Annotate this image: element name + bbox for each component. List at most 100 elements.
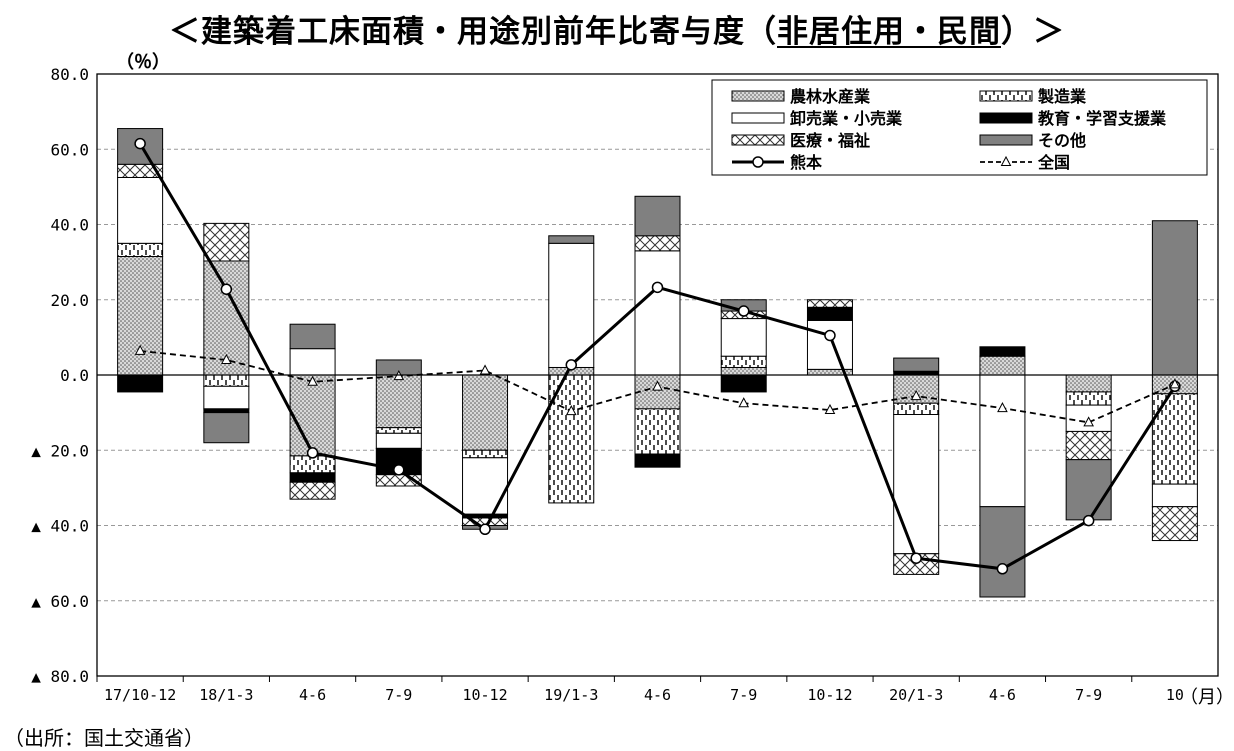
- legend-label-agri: 農林水産業: [790, 87, 871, 106]
- x-tick-label: 17/10-12: [104, 686, 176, 704]
- marker-national: [221, 353, 232, 364]
- bar-segment-wholesale: [117, 176, 164, 244]
- legend-label-kumamoto: 熊本: [790, 153, 822, 172]
- bar-segment-wholesale: [375, 432, 422, 449]
- x-tick-label: 20/1-3: [889, 686, 943, 704]
- bar-segment-other: [289, 323, 336, 350]
- y-tick-label: ▲ 20.0: [31, 441, 89, 460]
- marker-kumamoto: [824, 329, 836, 342]
- legend-label-wholesale: 卸売業・小売業: [790, 109, 903, 128]
- legend-label-other: その他: [1038, 131, 1086, 150]
- y-unit-label: （％）: [116, 52, 170, 73]
- bar-segment-manufacturing: [720, 355, 767, 368]
- y-tick-label: 0.0: [60, 366, 89, 385]
- title-suffix: ）＞: [1001, 14, 1065, 50]
- bar-segment-wholesale: [979, 374, 1026, 508]
- bar-segment-agri: [375, 374, 422, 429]
- bar-segment-manufacturing: [117, 242, 164, 257]
- x-tick-label: 7-9: [1075, 686, 1102, 704]
- bar-segment-agri: [462, 374, 509, 451]
- bar-segment-wholesale: [720, 318, 767, 357]
- bar-segment-education: [117, 374, 164, 393]
- y-tick-label: 80.0: [50, 65, 89, 84]
- bar-segment-medical: [203, 222, 250, 262]
- bar-segment-education: [634, 453, 681, 468]
- title-prefix: ＜建築着工床面積・用途別前年比寄与度（: [169, 14, 777, 50]
- bar-segment-manufacturing: [634, 408, 681, 455]
- bar-segment-wholesale: [203, 385, 250, 410]
- x-tick-label: 4-6: [299, 686, 326, 704]
- bar-layer: [117, 128, 1198, 598]
- bar-segment-other: [548, 235, 595, 244]
- bar-segment-manufacturing: [462, 449, 509, 459]
- bar-segment-wholesale: [634, 250, 681, 376]
- legend-swatch-other: [979, 134, 1033, 146]
- bar-segment-wholesale: [462, 457, 509, 515]
- chart-title: ＜建築着工床面積・用途別前年比寄与度（非居住用・民間）＞: [0, 6, 1234, 51]
- bar-segment-wholesale: [548, 242, 595, 368]
- bar-segment-other: [634, 195, 681, 237]
- x-tick-label: 10: [1166, 686, 1184, 704]
- bar-segment-other: [203, 412, 250, 444]
- legend-label-manufacturing: 製造業: [1037, 87, 1087, 106]
- marker-national: [565, 405, 577, 416]
- marker-kumamoto: [737, 305, 750, 317]
- bar-segment-agri: [289, 374, 336, 457]
- bar-segment-medical: [1065, 430, 1112, 461]
- marker-national: [997, 402, 1008, 413]
- bar-segment-education: [720, 374, 767, 393]
- x-tick-label: 10-12: [462, 686, 507, 704]
- marker-kumamoto: [479, 523, 491, 536]
- bar-segment-other: [1151, 220, 1198, 376]
- bar-segment-education: [203, 408, 250, 414]
- marker-kumamoto: [306, 447, 319, 459]
- marker-kumamoto: [134, 137, 146, 150]
- marker-national: [134, 344, 146, 355]
- legend-swatch-wholesale: [731, 112, 785, 124]
- x-tick-label: 7-9: [730, 686, 757, 704]
- bar-segment-medical: [289, 481, 336, 500]
- bar-segment-manufacturing: [1151, 393, 1198, 485]
- bar-segment-manufacturing: [203, 374, 250, 387]
- marker-national: [910, 390, 922, 401]
- legend-label-medical: 医療・福祉: [790, 131, 870, 150]
- axis-layer: 80.0 60.0 40.0 20.0 0.0 ▲ 20.0 ▲ 40.0 ▲ 60.0 ▲ 8…: [31, 65, 1219, 704]
- y-tick-label: 40.0: [50, 216, 89, 235]
- bar-segment-medical: [1151, 506, 1198, 542]
- bar-segment-other: [893, 357, 940, 372]
- marker-kumamoto: [220, 283, 233, 295]
- marker-kumamoto: [910, 552, 922, 564]
- marker-national: [652, 380, 663, 391]
- marker-national: [479, 364, 491, 375]
- marker-kumamoto: [1082, 514, 1095, 527]
- bar-segment-wholesale: [806, 319, 853, 370]
- y-tick-label: ▲ 80.0: [31, 667, 89, 686]
- legend-swatch-education: [979, 112, 1033, 124]
- marker-national: [307, 375, 318, 386]
- bar-segment-medical: [806, 299, 853, 308]
- marker-national: [738, 397, 750, 408]
- legend-label-education: 教育・学習支援業: [1038, 109, 1167, 128]
- bar-segment-manufacturing: [375, 427, 422, 434]
- x-tick-label: 18/1-3: [199, 686, 253, 704]
- bar-segment-other: [1065, 459, 1112, 521]
- bar-segment-education: [979, 346, 1026, 357]
- bar-segment-education: [806, 306, 853, 321]
- marker-kumamoto: [565, 359, 578, 371]
- bar-segment-wholesale: [1151, 483, 1198, 508]
- marker-national: [1083, 416, 1094, 427]
- bar-segment-other: [979, 506, 1026, 598]
- bar-segment-agri: [720, 366, 767, 376]
- title-underlined: 非居住用・民間: [777, 14, 1001, 50]
- x-tick-label: 19/1-3: [544, 686, 598, 704]
- legend-swatch-agri: [731, 90, 785, 102]
- marker-kumamoto: [996, 563, 1009, 575]
- marker-kumamoto: [393, 464, 405, 476]
- x-tick-label: 10-12: [807, 686, 852, 704]
- x-tick-label: 7-9: [385, 686, 412, 704]
- x-tick-label: 4-6: [989, 686, 1016, 704]
- y-tick-label: ▲ 60.0: [31, 592, 89, 611]
- bar-segment-wholesale: [893, 414, 940, 555]
